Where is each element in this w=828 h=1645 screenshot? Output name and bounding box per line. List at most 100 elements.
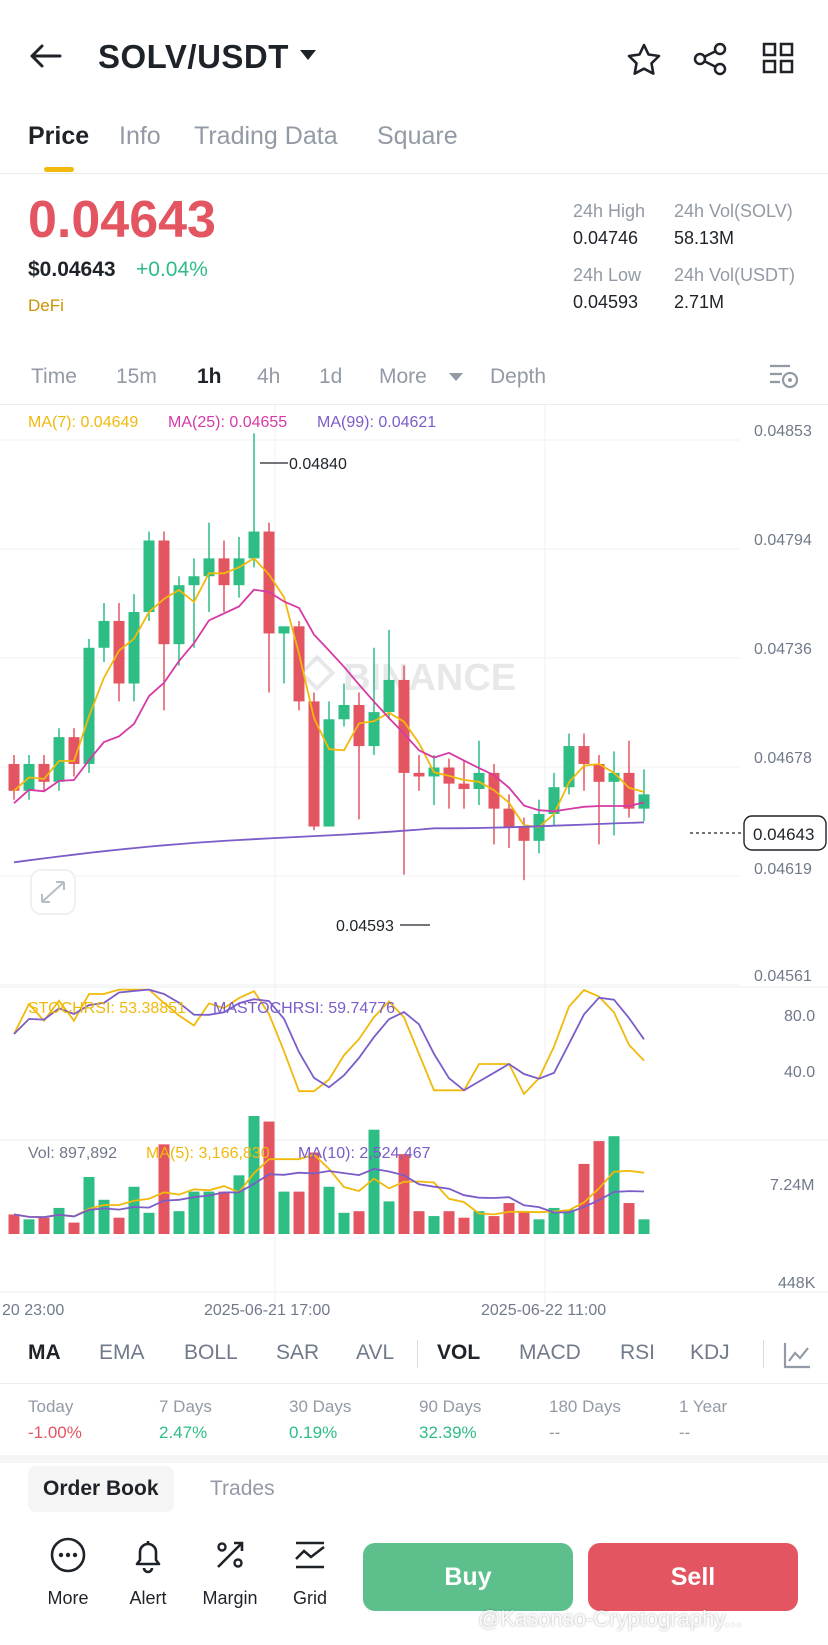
indicator-settings-icon[interactable]	[782, 1340, 812, 1375]
volume-bar	[533, 1219, 545, 1234]
interval-4h[interactable]: 4h	[257, 365, 281, 388]
candle-body	[203, 558, 215, 577]
stochrsi-label: STOCHRSI: 53.38851	[28, 1000, 187, 1017]
back-arrow-icon[interactable]	[28, 40, 64, 72]
category-tag[interactable]: DeFi	[28, 296, 64, 315]
volume-bar	[308, 1152, 320, 1234]
pair-title[interactable]: SOLV/USDT	[98, 38, 289, 75]
ma99-label: MA(99): 0.04621	[317, 414, 437, 431]
candle-body	[458, 783, 470, 789]
more-label[interactable]: More	[47, 1588, 89, 1608]
interval-more-caret-icon[interactable]	[449, 373, 463, 381]
more-icon[interactable]	[48, 1535, 88, 1575]
perf-divider	[0, 1455, 828, 1463]
volume-bar	[353, 1211, 365, 1234]
high-marker: 0.04840	[260, 456, 347, 473]
margin-label[interactable]: Margin	[202, 1588, 258, 1608]
volume-bar	[473, 1211, 485, 1234]
indicator-rsi[interactable]: RSI	[620, 1341, 656, 1364]
candle-body	[248, 531, 260, 559]
stat-24h-high-label: 24h High	[573, 201, 646, 221]
perf-value-90d: 32.39%	[419, 1423, 477, 1442]
grid-label[interactable]: Grid	[292, 1588, 327, 1608]
volume-bar	[503, 1203, 515, 1234]
grid-trading-icon[interactable]	[290, 1535, 330, 1575]
indicator-ema[interactable]: EMA	[99, 1341, 145, 1364]
interval-1h[interactable]: 1h	[197, 365, 222, 388]
volume-bar	[158, 1144, 170, 1234]
stat-24h-vol-quote-value: 2.71M	[674, 292, 725, 312]
indicator-avl[interactable]: AVL	[356, 1341, 395, 1364]
tab-order-book[interactable]: Order Book	[28, 1466, 174, 1512]
candle-body	[293, 626, 305, 702]
indicator-divider	[0, 1383, 828, 1384]
volume-bar	[68, 1222, 80, 1234]
volume-bar	[143, 1212, 155, 1234]
interval-more[interactable]: More	[379, 365, 427, 388]
candle-body	[68, 737, 80, 764]
candle-body	[233, 558, 245, 586]
volume-ma10-line	[13, 1167, 645, 1219]
fullscreen-expand-icon[interactable]	[30, 869, 76, 915]
candle-body	[188, 576, 200, 586]
candle-body	[8, 763, 20, 791]
volume-bar	[443, 1211, 455, 1234]
perf-label-today: Today	[28, 1397, 74, 1416]
volume-bar	[518, 1211, 530, 1234]
buy-button[interactable]: Buy	[363, 1543, 573, 1611]
candle-body	[398, 679, 410, 773]
volume-bar	[338, 1212, 350, 1234]
indicator-sar[interactable]: SAR	[276, 1341, 320, 1364]
volume-bar	[413, 1211, 425, 1234]
interval-depth[interactable]: Depth	[490, 365, 547, 388]
volume-bar	[128, 1186, 140, 1234]
candle-body	[518, 826, 530, 841]
interval-time[interactable]: Time	[31, 365, 77, 388]
indicator-ma[interactable]: MA	[28, 1341, 61, 1364]
candle-body	[158, 540, 170, 645]
y-tick: 0.04853	[754, 423, 812, 440]
mastochrsi-label: MASTOCHRSI: 59.74776	[213, 1000, 396, 1017]
ma99-line	[13, 821, 645, 864]
volume-bar	[578, 1163, 590, 1234]
price-chart[interactable]: BINANCE 0.04840 0.04593 0.04643	[0, 404, 828, 1320]
candle-body	[128, 612, 140, 684]
candle-body	[323, 719, 335, 827]
volume-bar	[548, 1207, 560, 1234]
share-icon[interactable]	[692, 42, 728, 81]
high-marker-text: 0.04840	[289, 456, 347, 473]
perf-value-30d: 0.19%	[289, 1423, 338, 1442]
chart-settings-icon[interactable]	[768, 362, 800, 395]
indicator-kdj[interactable]: KDJ	[690, 1341, 730, 1364]
volume-bar	[458, 1217, 470, 1234]
sell-button[interactable]: Sell	[588, 1543, 798, 1611]
tab-price[interactable]: Price	[28, 122, 90, 150]
stoch-y-tick: 40.0	[784, 1064, 816, 1081]
volume-bar	[248, 1116, 260, 1234]
candle-body	[263, 531, 275, 634]
tab-trades[interactable]: Trades	[210, 1477, 275, 1500]
grid-menu-icon[interactable]	[762, 42, 794, 79]
pair-dropdown-icon[interactable]	[300, 50, 316, 60]
indicator-boll[interactable]: BOLL	[184, 1341, 238, 1364]
interval-15m[interactable]: 15m	[116, 365, 157, 388]
margin-icon[interactable]	[210, 1535, 250, 1575]
interval-1d[interactable]: 1d	[319, 365, 343, 388]
tab-square[interactable]: Square	[377, 122, 458, 150]
indicator-vol[interactable]: VOL	[437, 1341, 481, 1364]
alert-bell-icon[interactable]	[128, 1535, 168, 1575]
x-tick: 2025-06-22 11:00	[481, 1302, 607, 1319]
volume-ma10-label: MA(10): 2,524,467	[298, 1145, 431, 1162]
volume-bar	[83, 1176, 95, 1234]
alert-label[interactable]: Alert	[129, 1588, 167, 1608]
indicator-macd[interactable]: MACD	[519, 1341, 581, 1364]
volume-bar	[188, 1191, 200, 1234]
binance-watermark-logo: BINANCE	[298, 654, 516, 699]
volume-bar	[8, 1214, 20, 1234]
volume-bar	[398, 1154, 410, 1234]
favorite-star-icon[interactable]	[626, 42, 662, 81]
tab-trading-data[interactable]: Trading Data	[194, 122, 338, 150]
candle-body	[608, 772, 620, 782]
candle-body	[218, 558, 230, 586]
tab-info[interactable]: Info	[119, 122, 161, 150]
